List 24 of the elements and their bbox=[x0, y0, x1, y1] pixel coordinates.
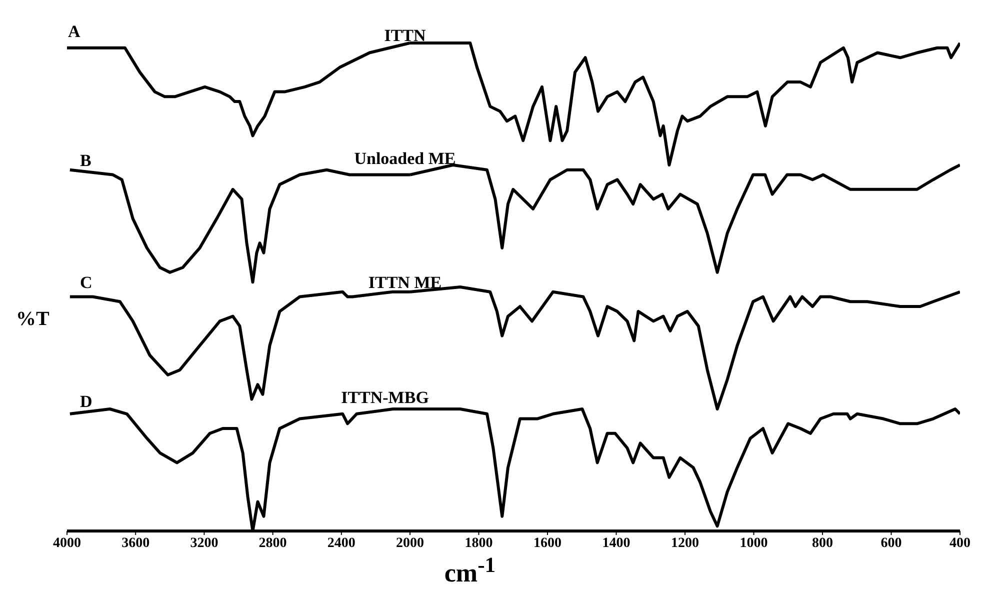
x-tick-label: 2000 bbox=[396, 536, 424, 551]
x-tick-label: 400 bbox=[950, 536, 970, 551]
x-axis-title: cm$^{-1}$ bbox=[444, 553, 496, 589]
x-tick-label: 2400 bbox=[327, 536, 356, 551]
series-label: ITTN-MBG bbox=[341, 388, 429, 408]
series-label: ITTN ME bbox=[368, 273, 442, 293]
x-tick-label: 4000 bbox=[53, 536, 81, 551]
y-axis-title: %T bbox=[16, 308, 50, 331]
series-label: ITTN bbox=[384, 26, 426, 46]
annotation: B bbox=[80, 151, 92, 171]
annotation: D bbox=[80, 392, 92, 412]
x-tick-label: 1200 bbox=[671, 536, 699, 551]
x-tick-label: 3600 bbox=[122, 536, 150, 551]
x-tick-label: 800 bbox=[812, 536, 833, 551]
x-tick-label: 3200 bbox=[190, 536, 218, 551]
x-tick-label: 1400 bbox=[602, 536, 630, 551]
series-label: Unloaded ME bbox=[354, 149, 456, 169]
x-tick-label: 600 bbox=[880, 536, 902, 551]
text: A bbox=[68, 22, 80, 42]
x-tick-label: 1800 bbox=[464, 536, 493, 551]
x-tick-label: 1600 bbox=[534, 536, 562, 551]
annotation: C bbox=[80, 273, 92, 293]
x-tick-label: 1000 bbox=[740, 536, 768, 551]
x-tick-label: 2800 bbox=[258, 536, 287, 551]
